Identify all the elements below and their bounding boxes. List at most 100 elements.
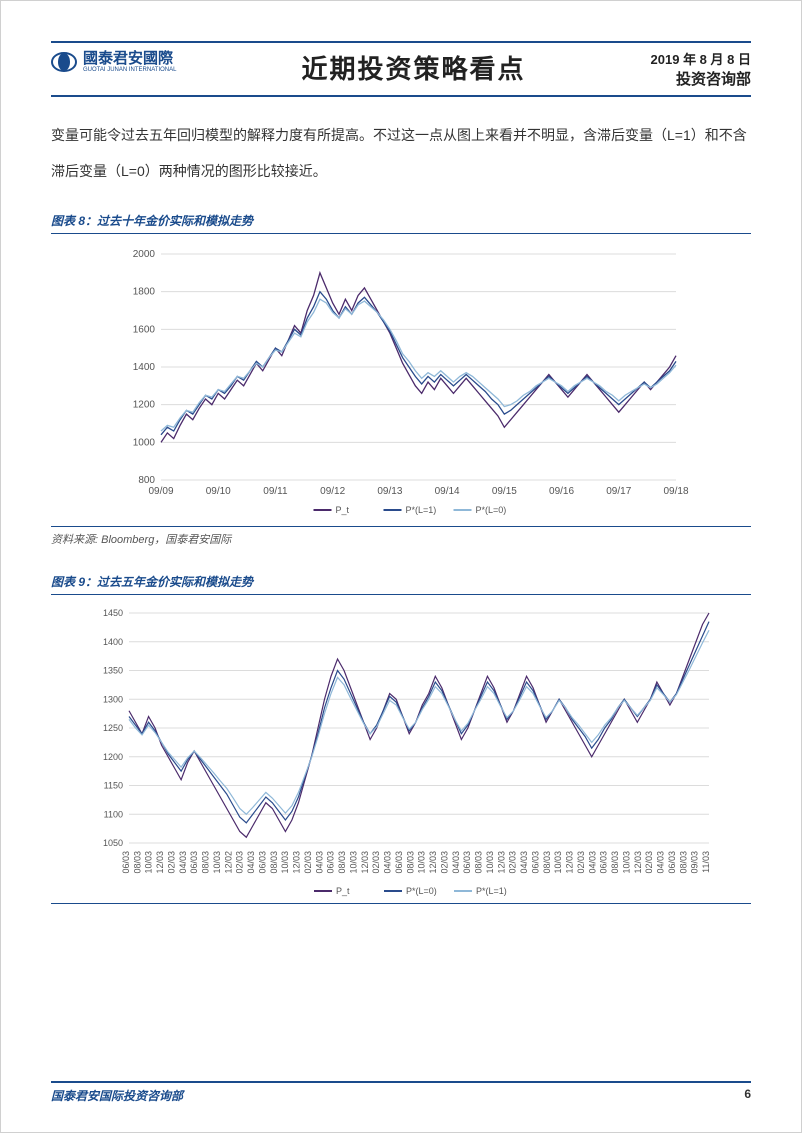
svg-text:06/03: 06/03: [257, 851, 267, 874]
svg-text:09/11: 09/11: [263, 486, 288, 497]
svg-text:06/03: 06/03: [530, 851, 540, 874]
footer-left: 国泰君安国际投资咨询部: [51, 1087, 183, 1104]
svg-text:1350: 1350: [103, 665, 123, 675]
page-footer: 国泰君安国际投资咨询部 6: [51, 1081, 751, 1104]
svg-text:10/03: 10/03: [280, 851, 290, 874]
svg-text:P*(L=0): P*(L=0): [406, 886, 437, 896]
svg-text:09/09: 09/09: [148, 486, 173, 497]
svg-text:08/03: 08/03: [405, 851, 415, 874]
svg-text:1200: 1200: [133, 399, 156, 410]
svg-text:06/03: 06/03: [121, 851, 131, 874]
svg-text:09/10: 09/10: [206, 486, 231, 497]
page-header: 國泰君安國際 GUOTAI JUNAN INTERNATIONAL 近期投资策略…: [51, 41, 751, 97]
chart8: 800 1000 1200 1400 1600 1800 2000 09/09 09/10 09/…: [51, 242, 751, 522]
svg-text:02/03: 02/03: [439, 851, 449, 874]
chart8-title: 图表 8：过去十年金价实际和模拟走势: [51, 212, 751, 234]
svg-text:08/03: 08/03: [201, 851, 211, 874]
svg-text:1000: 1000: [133, 437, 156, 448]
svg-text:P_t: P_t: [336, 886, 350, 896]
svg-text:12/03: 12/03: [360, 851, 370, 874]
svg-text:10/03: 10/03: [144, 851, 154, 874]
svg-text:08/03: 08/03: [542, 851, 552, 874]
svg-text:04/03: 04/03: [178, 851, 188, 874]
header-date: 2019 年 8 月 8 日: [651, 49, 751, 68]
svg-text:1200: 1200: [103, 752, 123, 762]
svg-text:02/03: 02/03: [644, 851, 654, 874]
page-number: 6: [744, 1087, 751, 1104]
svg-text:08/03: 08/03: [474, 851, 484, 874]
svg-text:12/03: 12/03: [155, 851, 165, 874]
svg-text:04/03: 04/03: [314, 851, 324, 874]
svg-text:08/03: 08/03: [337, 851, 347, 874]
svg-text:04/03: 04/03: [656, 851, 666, 874]
chart8-source: 资料来源: Bloomberg，国泰君安国际: [51, 526, 751, 547]
svg-text:09/16: 09/16: [549, 486, 574, 497]
svg-text:02/03: 02/03: [371, 851, 381, 874]
svg-text:08/03: 08/03: [610, 851, 620, 874]
svg-text:1800: 1800: [133, 286, 156, 297]
svg-text:P_t: P_t: [336, 505, 350, 515]
svg-text:09/15: 09/15: [492, 486, 517, 497]
svg-text:08/03: 08/03: [678, 851, 688, 874]
chart9-title: 图表 9：过去五年金价实际和模拟走势: [51, 573, 751, 595]
logo-text-en: GUOTAI JUNAN INTERNATIONAL: [83, 67, 176, 73]
svg-text:12/03: 12/03: [428, 851, 438, 874]
body-paragraph: 变量可能令过去五年回归模型的解释力度有所提高。不过这一点从图上来看并不明显，含滞…: [51, 117, 751, 190]
svg-text:02/03: 02/03: [166, 851, 176, 874]
svg-text:P*(L=0): P*(L=0): [476, 505, 507, 515]
svg-text:10/03: 10/03: [553, 851, 563, 874]
svg-text:04/03: 04/03: [451, 851, 461, 874]
logo-icon: [51, 49, 77, 75]
svg-text:08/03: 08/03: [132, 851, 142, 874]
svg-text:09/13: 09/13: [377, 486, 402, 497]
svg-text:12/03: 12/03: [565, 851, 575, 874]
svg-text:10/03: 10/03: [485, 851, 495, 874]
svg-text:1450: 1450: [103, 608, 123, 618]
svg-text:P*(L=1): P*(L=1): [476, 886, 507, 896]
svg-text:08/03: 08/03: [269, 851, 279, 874]
svg-text:06/03: 06/03: [326, 851, 336, 874]
svg-text:06/03: 06/03: [394, 851, 404, 874]
svg-text:1050: 1050: [103, 838, 123, 848]
svg-text:1600: 1600: [133, 324, 156, 335]
svg-text:04/03: 04/03: [587, 851, 597, 874]
svg-text:09/14: 09/14: [435, 486, 460, 497]
svg-text:10/03: 10/03: [621, 851, 631, 874]
svg-text:1300: 1300: [103, 694, 123, 704]
svg-text:09/03: 09/03: [690, 851, 700, 874]
svg-text:09/18: 09/18: [663, 486, 688, 497]
svg-text:800: 800: [138, 475, 155, 486]
svg-text:12/03: 12/03: [633, 851, 643, 874]
svg-text:P*(L=1): P*(L=1): [406, 505, 437, 515]
svg-text:02/03: 02/03: [576, 851, 586, 874]
svg-text:1100: 1100: [104, 809, 123, 819]
svg-text:12/03: 12/03: [292, 851, 302, 874]
svg-text:04/03: 04/03: [246, 851, 256, 874]
page-title: 近期投资策略看点: [301, 49, 525, 86]
svg-text:2000: 2000: [133, 249, 156, 260]
svg-text:10/03: 10/03: [417, 851, 427, 874]
svg-text:04/03: 04/03: [519, 851, 529, 874]
svg-text:06/03: 06/03: [599, 851, 609, 874]
svg-text:1250: 1250: [103, 723, 123, 733]
svg-text:11/03: 11/03: [701, 851, 711, 873]
svg-text:1400: 1400: [133, 362, 156, 373]
svg-text:12/03: 12/03: [496, 851, 506, 874]
svg-text:12/02: 12/02: [223, 851, 233, 874]
svg-text:1400: 1400: [103, 637, 123, 647]
svg-text:02/03: 02/03: [508, 851, 518, 874]
svg-text:02/03: 02/03: [303, 851, 313, 874]
chart9: 10501100115012001250130013501400145006/0…: [51, 603, 751, 904]
svg-text:06/03: 06/03: [462, 851, 472, 874]
svg-text:04/03: 04/03: [383, 851, 393, 874]
svg-text:06/03: 06/03: [189, 851, 199, 874]
svg-text:09/12: 09/12: [320, 486, 345, 497]
svg-text:10/03: 10/03: [348, 851, 358, 874]
logo: 國泰君安國際 GUOTAI JUNAN INTERNATIONAL: [51, 49, 176, 75]
header-meta: 2019 年 8 月 8 日 投资咨询部: [651, 49, 751, 89]
logo-text-cn: 國泰君安國際: [83, 51, 176, 68]
svg-text:02/03: 02/03: [235, 851, 245, 874]
header-dept: 投资咨询部: [651, 68, 751, 89]
svg-text:06/03: 06/03: [667, 851, 677, 874]
svg-text:10/03: 10/03: [212, 851, 222, 874]
